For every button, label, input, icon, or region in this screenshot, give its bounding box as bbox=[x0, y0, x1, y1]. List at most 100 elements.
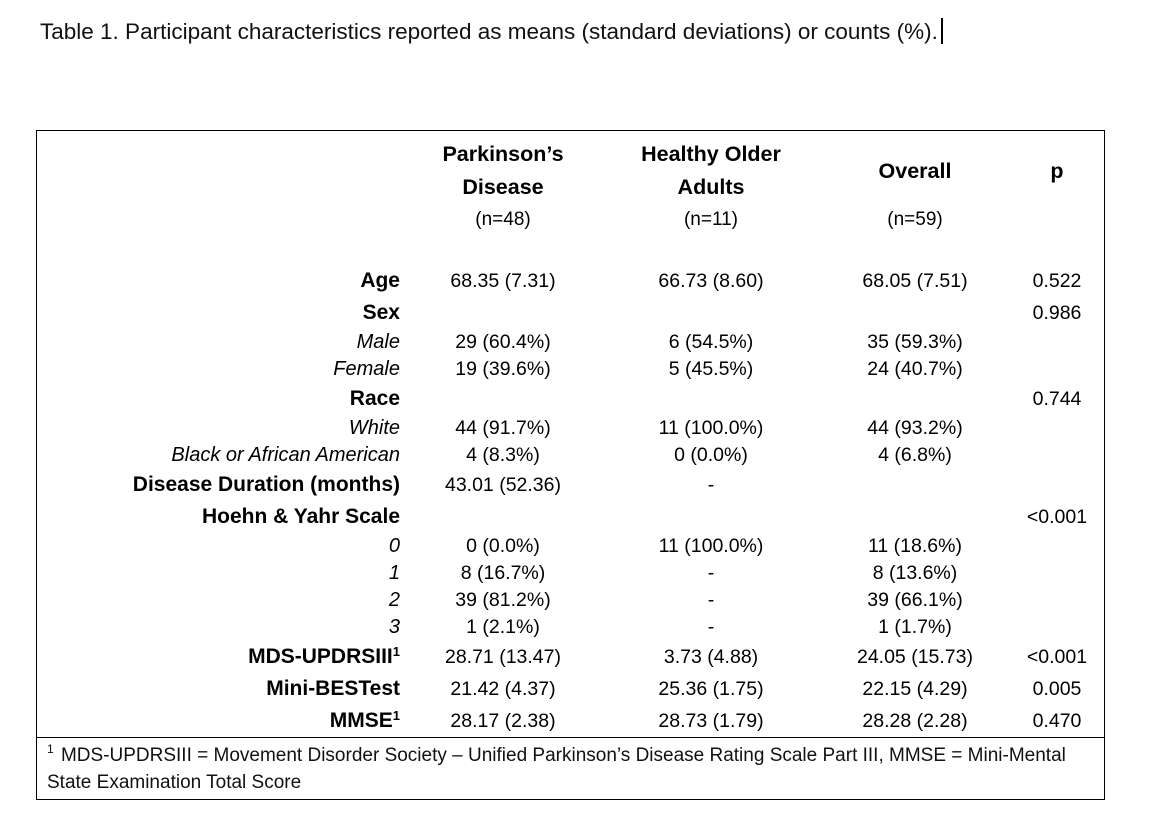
row-label[interactable]: MDS-UPDRSIII1 bbox=[248, 643, 400, 668]
p-value[interactable]: 0.005 bbox=[1032, 677, 1082, 700]
table-row: Sex 0.986 bbox=[37, 297, 1104, 329]
overall-value[interactable]: 39 (66.1%) bbox=[867, 589, 963, 612]
column-header-n: (n=48) bbox=[475, 209, 531, 230]
text-cursor bbox=[940, 18, 943, 44]
p-value[interactable]: <0.001 bbox=[1026, 505, 1088, 528]
parkinsons-value[interactable]: 28.71 (13.47) bbox=[444, 645, 561, 668]
row-label[interactable]: Black or African American bbox=[171, 444, 400, 466]
table-row: Hoehn & Yahr Scale <0.001 bbox=[37, 501, 1104, 533]
column-header-parkinsons[interactable]: Parkinson’s Disease (n=48) bbox=[403, 137, 603, 241]
overall-value[interactable]: 1 (1.7%) bbox=[878, 616, 952, 639]
table-caption[interactable]: Table 1. Participant characteristics rep… bbox=[40, 18, 943, 46]
table-caption-text: Table 1. Participant characteristics rep… bbox=[40, 19, 938, 44]
parkinsons-value[interactable]: 44 (91.7%) bbox=[455, 417, 551, 440]
column-header-label: Healthy Older Adults bbox=[641, 142, 781, 199]
row-label[interactable]: Female bbox=[333, 358, 400, 380]
column-header-n bbox=[1011, 205, 1103, 241]
overall-value[interactable]: 68.05 (7.51) bbox=[862, 269, 968, 292]
footnote-marker: 1 bbox=[47, 742, 54, 756]
column-header-n: (n=59) bbox=[887, 209, 943, 230]
row-label[interactable]: 1 bbox=[388, 562, 400, 584]
overall-value[interactable]: 4 (6.8%) bbox=[878, 444, 952, 467]
column-header-healthy-older-adults[interactable]: Healthy Older Adults (n=11) bbox=[603, 137, 819, 241]
table-row: Female 19 (39.6%) 5 (45.5%) 24 (40.7%) bbox=[37, 356, 1104, 383]
overall-value[interactable]: 24.05 (15.73) bbox=[856, 645, 973, 668]
parkinsons-value[interactable]: 68.35 (7.31) bbox=[450, 269, 556, 292]
parkinsons-value[interactable]: 4 (8.3%) bbox=[466, 444, 540, 467]
healthy-older-adults-value[interactable]: 5 (45.5%) bbox=[668, 358, 754, 381]
column-header-overall[interactable]: Overall (n=59) bbox=[819, 137, 1011, 241]
row-label[interactable]: 2 bbox=[388, 589, 400, 611]
healthy-older-adults-value[interactable]: 66.73 (8.60) bbox=[658, 269, 764, 292]
column-header-p[interactable]: p bbox=[1011, 137, 1103, 241]
healthy-older-adults-value[interactable]: 11 (100.0%) bbox=[658, 417, 764, 440]
table-row: 0 0 (0.0%) 11 (100.0%) 11 (18.6%) bbox=[37, 533, 1104, 560]
parkinsons-value[interactable]: 28.17 (2.38) bbox=[450, 709, 556, 732]
healthy-older-adults-value[interactable]: - bbox=[707, 589, 715, 612]
row-label[interactable]: 3 bbox=[388, 616, 400, 638]
overall-value[interactable]: 24 (40.7%) bbox=[867, 358, 963, 381]
table-row: Mini-BESTest 21.42 (4.37) 25.36 (1.75) 22.1… bbox=[37, 673, 1104, 705]
p-value[interactable]: 0.470 bbox=[1032, 709, 1082, 732]
overall-value[interactable]: 35 (59.3%) bbox=[867, 331, 963, 354]
healthy-older-adults-value[interactable]: 0 (0.0%) bbox=[674, 444, 748, 467]
row-label[interactable]: Mini-BESTest bbox=[266, 676, 400, 700]
table-row: White 44 (91.7%) 11 (100.0%) 44 (93.2%) bbox=[37, 415, 1104, 442]
parkinsons-value[interactable]: 29 (60.4%) bbox=[455, 331, 551, 354]
footnote-reference: 1 bbox=[392, 707, 400, 723]
p-value[interactable]: 0.744 bbox=[1032, 387, 1082, 410]
overall-value[interactable]: 44 (93.2%) bbox=[867, 417, 963, 440]
overall-value[interactable]: 8 (13.6%) bbox=[872, 562, 958, 585]
table-row: MDS-UPDRSIII1 28.71 (13.47) 3.73 (4.88) 24.… bbox=[37, 641, 1104, 673]
overall-value[interactable]: 22.15 (4.29) bbox=[862, 677, 968, 700]
row-label[interactable]: 0 bbox=[388, 535, 400, 557]
table-row: Race 0.744 bbox=[37, 383, 1104, 415]
p-value[interactable]: <0.001 bbox=[1026, 645, 1088, 668]
row-label[interactable]: MMSE1 bbox=[329, 707, 400, 732]
healthy-older-adults-value[interactable]: 25.36 (1.75) bbox=[658, 677, 764, 700]
healthy-older-adults-value[interactable]: 11 (100.0%) bbox=[658, 535, 764, 558]
p-value[interactable]: 0.986 bbox=[1032, 301, 1082, 324]
table-row: 2 39 (81.2%) - 39 (66.1%) bbox=[37, 587, 1104, 614]
column-header-label: Parkinson’s Disease bbox=[442, 142, 564, 199]
row-label[interactable]: Age bbox=[360, 268, 400, 292]
table-row: 1 8 (16.7%) - 8 (13.6%) bbox=[37, 560, 1104, 587]
parkinsons-value[interactable]: 8 (16.7%) bbox=[460, 562, 546, 585]
parkinsons-value[interactable]: 19 (39.6%) bbox=[455, 358, 551, 381]
table-row: Age 68.35 (7.31) 66.73 (8.60) 68.05 (7.51) 0… bbox=[37, 265, 1104, 297]
row-label[interactable]: Disease Duration (months) bbox=[132, 472, 400, 496]
row-label[interactable]: White bbox=[348, 417, 400, 439]
row-label[interactable]: Race bbox=[349, 386, 400, 410]
parkinsons-value[interactable]: 1 (2.1%) bbox=[466, 616, 540, 639]
parkinsons-value[interactable]: 39 (81.2%) bbox=[455, 589, 551, 612]
overall-value[interactable]: 28.28 (2.28) bbox=[862, 709, 968, 732]
footnote-reference: 1 bbox=[392, 643, 400, 659]
column-header-n: (n=11) bbox=[683, 209, 739, 230]
healthy-older-adults-value[interactable]: 28.73 (1.79) bbox=[658, 709, 764, 732]
healthy-older-adults-value[interactable]: - bbox=[707, 562, 715, 585]
row-label[interactable]: Sex bbox=[362, 300, 400, 324]
parkinsons-value[interactable]: 0 (0.0%) bbox=[466, 535, 540, 558]
p-value[interactable]: 0.522 bbox=[1032, 269, 1082, 292]
participant-table: Parkinson’s Disease (n=48) Healthy Older… bbox=[36, 130, 1105, 800]
row-label[interactable]: Male bbox=[356, 331, 400, 353]
table-row: 3 1 (2.1%) - 1 (1.7%) bbox=[37, 614, 1104, 641]
healthy-older-adults-value[interactable]: 3.73 (4.88) bbox=[663, 645, 759, 668]
healthy-older-adults-value[interactable]: 6 (54.5%) bbox=[668, 331, 754, 354]
row-label[interactable]: Hoehn & Yahr Scale bbox=[201, 504, 400, 528]
parkinsons-value[interactable]: 43.01 (52.36) bbox=[444, 473, 561, 496]
table-row: Black or African American 4 (8.3%) 0 (0.0%… bbox=[37, 442, 1104, 469]
parkinsons-value[interactable]: 21.42 (4.37) bbox=[450, 677, 556, 700]
table-row: Disease Duration (months) 43.01 (52.36) - bbox=[37, 469, 1104, 501]
healthy-older-adults-value[interactable]: - bbox=[707, 473, 715, 496]
table-body: Age 68.35 (7.31) 66.73 (8.60) 68.05 (7.51) 0… bbox=[37, 265, 1104, 737]
footnote-text: MDS-UPDRSIII = Movement Disorder Society… bbox=[47, 745, 1066, 793]
table-footnote[interactable]: 1 MDS-UPDRSIII = Movement Disorder Socie… bbox=[37, 737, 1104, 804]
overall-value[interactable]: 11 (18.6%) bbox=[868, 535, 962, 558]
table-row: Male 29 (60.4%) 6 (54.5%) 35 (59.3%) bbox=[37, 329, 1104, 356]
table-header-row: Parkinson’s Disease (n=48) Healthy Older… bbox=[37, 131, 1104, 241]
healthy-older-adults-value[interactable]: - bbox=[707, 616, 715, 639]
table-row: MMSE1 28.17 (2.38) 28.73 (1.79) 28.28 (2.28… bbox=[37, 705, 1104, 737]
column-header-label: Overall bbox=[878, 158, 952, 183]
